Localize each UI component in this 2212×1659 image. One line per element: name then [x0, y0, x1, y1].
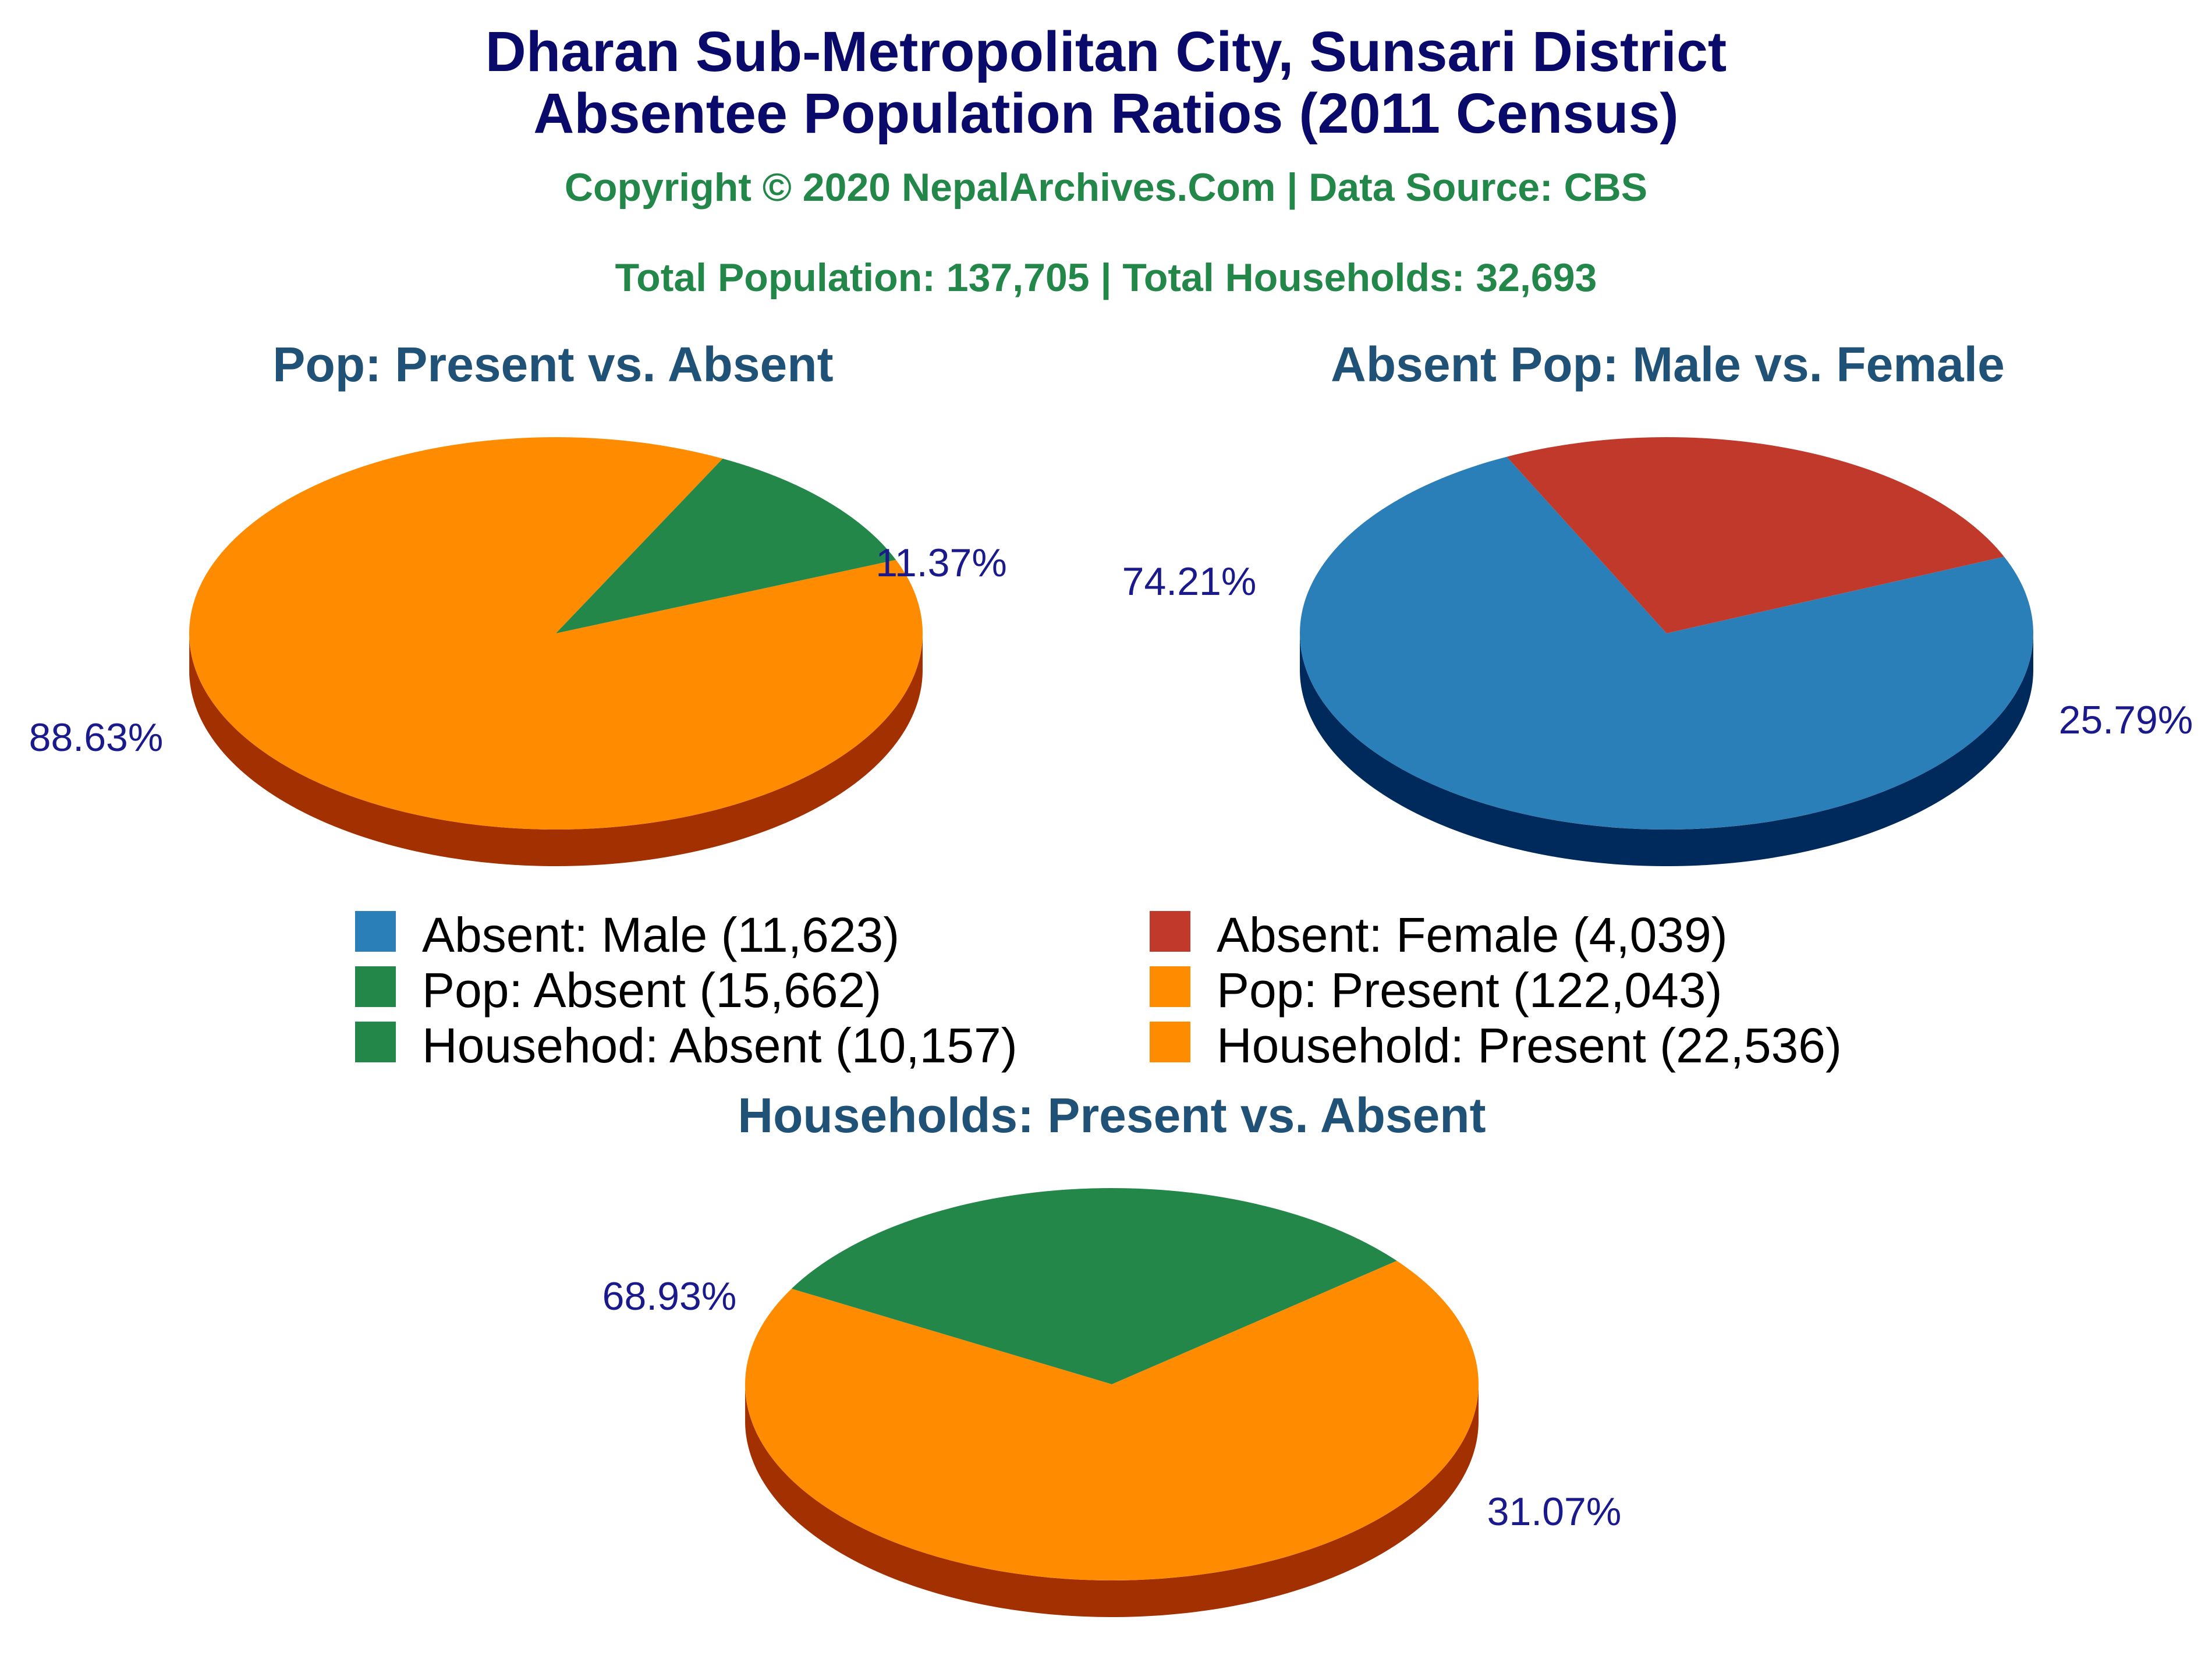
pie1-slice-pop-absent [556, 458, 896, 633]
pie3-title: Households: Present vs. Absent [738, 1088, 1486, 1143]
pie1-side-pop-present [189, 635, 923, 866]
chart-title-line1: Dharan Sub-Metropolitan City, Sunsari Di… [485, 20, 1727, 83]
pie-households [745, 1188, 1479, 1617]
legend-swatch-household-present [1150, 1022, 1190, 1062]
pie3-side-household-present [745, 1385, 1479, 1617]
legend-swatch-absent-female [1150, 911, 1190, 952]
legend: Absent: Male (11,623) Absent: Female (4,… [355, 908, 1842, 1073]
legend-label-absent-male: Absent: Male (11,623) [422, 908, 899, 962]
legend-swatch-pop-present [1150, 966, 1190, 1007]
pie3-slice-household-present [745, 1260, 1479, 1581]
legend-swatch-household-absent [355, 1022, 396, 1062]
pie2-side-absent-male [1300, 634, 2033, 866]
pie1-pct-present: 88.63% [29, 715, 164, 760]
pie2-title: Absent Pop: Male vs. Female [1331, 337, 2005, 392]
pie2-slice-absent-male [1300, 456, 2034, 830]
pie2-pct-female: 25.79% [2059, 698, 2193, 742]
pie3-slice-househod-absent [791, 1188, 1397, 1384]
pie1-title: Pop: Present vs. Absent [272, 337, 833, 392]
legend-swatch-pop-absent [355, 966, 396, 1007]
pie1-pct-absent: 11.37% [875, 541, 1007, 585]
legend-label-household-present: Household: Present (22,536) [1217, 1018, 1842, 1073]
pie-absent-gender [1300, 437, 2034, 866]
pie3-pct-absent: 31.07% [1487, 1490, 1622, 1534]
legend-label-pop-absent: Pop: Absent (15,662) [422, 963, 881, 1018]
pie2-pct-male: 74.21% [1122, 559, 1257, 604]
copyright-text: Copyright © 2020 NepalArchives.Com | Dat… [565, 165, 1647, 210]
legend-label-pop-present: Pop: Present (122,043) [1217, 963, 1722, 1018]
pie3-pct-present: 68.93% [602, 1274, 737, 1318]
legend-swatch-absent-male [355, 911, 396, 952]
chart-title-line2: Absentee Population Ratios (2011 Census) [533, 81, 1678, 145]
totals-text: Total Population: 137,705 | Total Househ… [615, 256, 1597, 300]
legend-label-household-absent: Househod: Absent (10,157) [422, 1018, 1018, 1073]
pie1-slice-pop-present [189, 437, 923, 830]
legend-label-absent-female: Absent: Female (4,039) [1217, 908, 1728, 962]
pie-population [189, 437, 923, 866]
pie2-slice-absent-female [1506, 437, 2004, 633]
